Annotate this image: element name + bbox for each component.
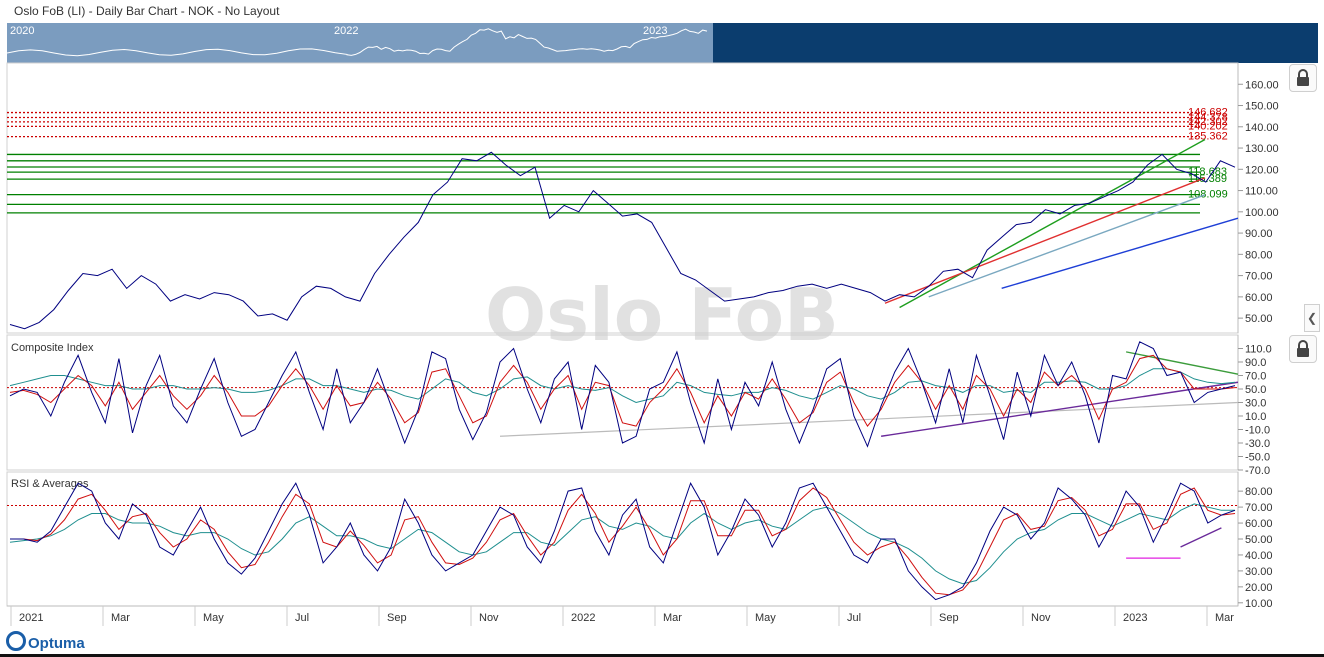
ci-fast-average	[9, 354, 1236, 427]
ci-trendline-purple	[881, 381, 1239, 437]
time-label-9: Jul	[847, 612, 861, 624]
rsi-title: RSI & Averages	[11, 478, 89, 490]
collapse-panel-button[interactable]: ❮	[1304, 304, 1320, 332]
lock-icon	[1297, 340, 1309, 357]
rsi-fast-average	[10, 487, 1236, 596]
rsi-panel[interactable]: 80.00 70.00 60.00 50.00 40.00 30.00 20.00 10.00…	[7, 478, 1273, 610]
ci-tick-label-2: 70.0	[1245, 371, 1266, 383]
trendline-blue	[1001, 217, 1239, 290]
rsi-trendline-purple	[1180, 527, 1222, 548]
time-label-1: Mar	[111, 612, 130, 624]
panel-frames	[6, 62, 1239, 607]
price-series-line	[9, 151, 1236, 330]
trendline-lightblue	[928, 194, 1206, 298]
price-tick-label-5: 110.00	[1245, 186, 1278, 198]
watermark-text: Oslo FoB	[485, 273, 839, 357]
time-navigator[interactable]: 2020 2022 2023	[7, 23, 1318, 63]
navigator-sparkline	[7, 28, 708, 57]
time-label-13: Mar	[1215, 612, 1234, 624]
time-label-11: Nov	[1031, 612, 1051, 624]
price-tick-label-3: 130.00	[1245, 143, 1279, 155]
time-label-4: Sep	[387, 612, 407, 624]
resistance-label-3: 140.202	[1188, 120, 1228, 132]
time-label-12: 2023	[1123, 612, 1147, 624]
navigator-sparkline-path	[7, 28, 708, 57]
ci-tick-label-8: -50.0	[1245, 452, 1270, 464]
ci-slow-average	[9, 368, 1236, 404]
time-label-10: Sep	[939, 612, 959, 624]
resistance-label-2: 142.302	[1188, 116, 1228, 128]
price-tick-label-2: 140.00	[1245, 122, 1279, 134]
time-label-7: Mar	[663, 612, 682, 624]
rsi-tick-label-6: 20.00	[1245, 582, 1273, 594]
time-label-3: Jul	[295, 612, 309, 624]
lock-button-price[interactable]	[1289, 64, 1317, 92]
support-label-0: 118.683	[1188, 166, 1227, 178]
price-tick-label-0: 160.00	[1245, 79, 1279, 91]
optuma-logo-icon	[6, 631, 26, 651]
trendline-red	[884, 177, 1206, 304]
rsi-tick-label-0: 80.00	[1245, 486, 1273, 498]
price-tick-label-6: 100.00	[1245, 207, 1279, 219]
rsi-tick-label-1: 70.00	[1245, 502, 1273, 514]
composite-index-title: Composite Index	[11, 342, 94, 354]
ci-series-line	[9, 341, 1236, 448]
trendline-green	[899, 138, 1206, 309]
ci-tick-label-5: 10.0	[1245, 411, 1266, 423]
rsi-series-line	[10, 481, 1236, 601]
ci-tick-label-7: -30.0	[1245, 438, 1270, 450]
time-label-8: May	[755, 612, 776, 624]
watermark: Oslo FoB	[485, 273, 839, 357]
price-tick-label-1: 150.00	[1245, 101, 1279, 113]
price-tick-label-4: 120.00	[1245, 164, 1279, 176]
time-label-5: Nov	[479, 612, 499, 624]
ci-tick-label-0: 110.0	[1245, 344, 1272, 356]
chevron-left-icon: ❮	[1306, 311, 1318, 325]
price-tick-label-8: 80.00	[1245, 249, 1273, 261]
time-label-0: 2021	[19, 612, 43, 624]
navigator-year-2023: 2023	[643, 25, 668, 37]
ci-tick-label-4: 30.0	[1245, 398, 1266, 410]
lock-icon	[1297, 69, 1309, 86]
price-tick-label-7: 90.00	[1245, 228, 1273, 240]
price-tick-label-10: 60.00	[1245, 292, 1273, 304]
lock-button-composite[interactable]	[1289, 335, 1317, 363]
rsi-tick-label-7: 10.00	[1245, 598, 1273, 610]
rsi-tick-label-3: 50.00	[1245, 534, 1273, 546]
rsi-tick-label-5: 30.00	[1245, 566, 1273, 578]
logo-text: Optuma	[28, 635, 85, 652]
rsi-tick-label-2: 60.00	[1245, 518, 1273, 530]
time-label-6: 2022	[571, 612, 595, 624]
ci-tick-label-1: 90.0	[1245, 357, 1266, 369]
ci-tick-label-9: -70.0	[1245, 465, 1270, 477]
time-axis: 2021 Mar May Jul Sep Nov 2022 Mar May Jul Sep Nov 20…	[7, 605, 1238, 626]
price-panel[interactable]: 160.00 150.00 140.00 130.00 120.00 110.00 100.…	[7, 79, 1279, 330]
price-tick-label-11: 50.00	[1245, 313, 1273, 325]
ci-trendline-grey	[499, 401, 1239, 437]
price-tick-label-9: 70.00	[1245, 271, 1273, 283]
rsi-tick-label-4: 40.00	[1245, 550, 1273, 562]
bottom-border	[0, 654, 1324, 657]
optuma-logo: Optuma	[6, 631, 85, 652]
navigator-year-2022: 2022	[334, 25, 359, 37]
ci-tick-label-3: 50.0	[1245, 384, 1266, 396]
resistance-label-0: 146.682	[1188, 107, 1228, 119]
ci-trendline-green	[1125, 351, 1239, 375]
navigator-view-window[interactable]: 2020 2022 2023	[7, 23, 713, 63]
chart-title: Oslo FoB (LI) - Daily Bar Chart - NOK - …	[14, 4, 280, 18]
rsi-slow-average	[9, 503, 1235, 585]
time-label-2: May	[203, 612, 224, 624]
ci-tick-label-6: -10.0	[1245, 425, 1270, 437]
navigator-year-2020: 2020	[10, 25, 35, 37]
composite-index-panel[interactable]: 110.090.0 70.050.0 30.010.0 -10.0-30.0 -50.0…	[7, 341, 1272, 477]
resistance-label-4: 135.362	[1188, 131, 1228, 143]
resistance-label-1: 144.378	[1188, 111, 1228, 123]
panel-frame-2	[6, 471, 1239, 607]
